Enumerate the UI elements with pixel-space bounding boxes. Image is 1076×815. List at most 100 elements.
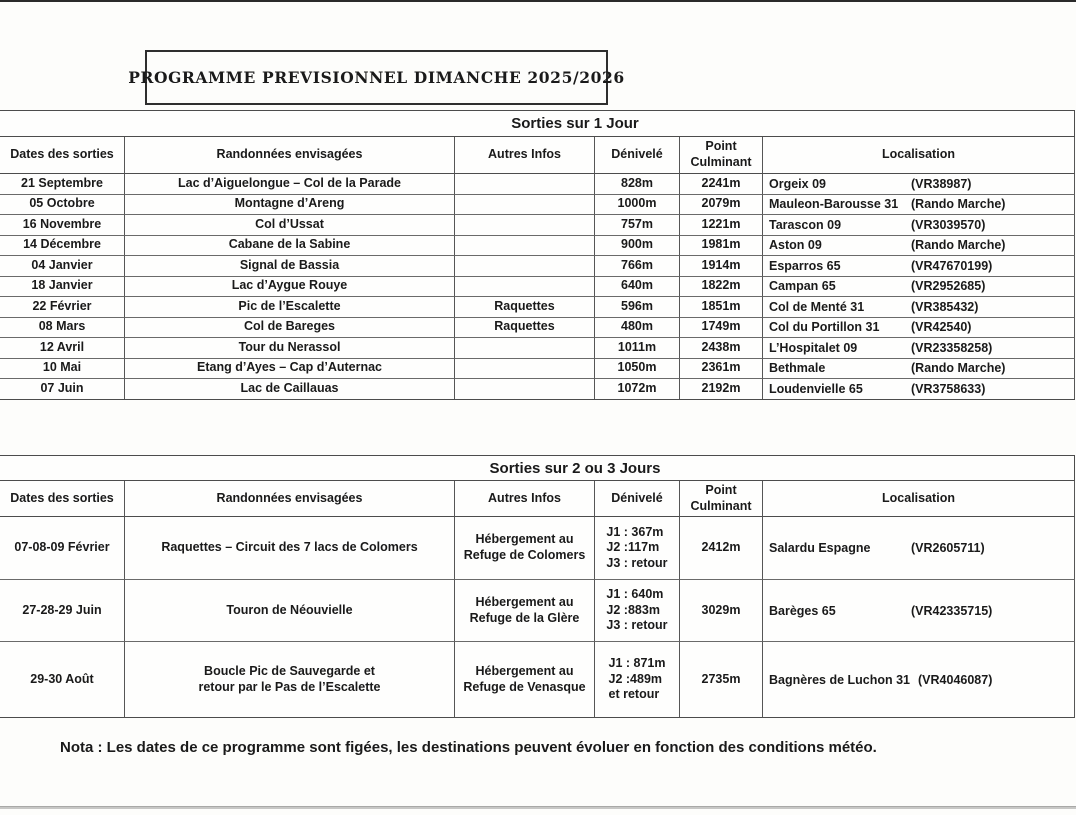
- table-row: 07-08-09 Février Raquettes – Circuit des…: [0, 517, 1075, 580]
- cell-code: (VR42335715): [911, 603, 993, 618]
- cell-localisation: Bagnères de Luchon 31 (VR4046087): [763, 642, 1075, 718]
- page-top-border: [0, 0, 1076, 2]
- cell-rando: Signal de Bassia: [125, 256, 455, 277]
- cell-point: 1221m: [680, 215, 763, 236]
- cell-date: 07-08-09 Février: [0, 517, 125, 580]
- cell-date: 04 Janvier: [0, 256, 125, 277]
- cell-date: 27-28-29 Juin: [0, 580, 125, 642]
- cell-infos: [455, 358, 595, 379]
- table-row: 22 Février Pic de l’Escalette Raquettes …: [0, 297, 1075, 318]
- cell-date: 14 Décembre: [0, 235, 125, 256]
- cell-infos: [455, 235, 595, 256]
- cell-code: (Rando Marche): [911, 197, 1006, 212]
- cell-localisation: Campan 65 (VR2952685): [763, 276, 1075, 297]
- col-header-localisation: Localisation: [763, 137, 1075, 174]
- cell-localisation: L’Hospitalet 09 (VR23358258): [763, 338, 1075, 359]
- cell-rando: Lac d’Aiguelongue – Col de la Parade: [125, 174, 455, 195]
- cell-denivele: 757m: [595, 215, 680, 236]
- table-row: 08 Mars Col de Bareges Raquettes 480m 17…: [0, 317, 1075, 338]
- cell-date: 08 Mars: [0, 317, 125, 338]
- cell-denivele: J1 : 640m J2 :883m J3 : retour: [595, 580, 680, 642]
- cell-denivele: 1072m: [595, 379, 680, 399]
- cell-date: 05 Octobre: [0, 194, 125, 215]
- cell-lieu: Bethmale: [769, 361, 826, 376]
- cell-point: 1851m: [680, 297, 763, 318]
- cell-date: 12 Avril: [0, 338, 125, 359]
- cell-code: (VR38987): [911, 176, 972, 191]
- col-header-dates: Dates des sorties: [0, 481, 125, 517]
- cell-localisation: Col de Menté 31 (VR385432): [763, 297, 1075, 318]
- cell-rando: Cabane de la Sabine: [125, 235, 455, 256]
- cell-localisation: Esparros 65 (VR47670199): [763, 256, 1075, 277]
- cell-lieu: Esparros 65: [769, 258, 841, 273]
- denivele-lines: J1 : 640m J2 :883m J3 : retour: [606, 587, 668, 633]
- table-row: 04 Janvier Signal de Bassia 766m 1914m E…: [0, 256, 1075, 277]
- cell-infos: [455, 215, 595, 236]
- cell-rando: Boucle Pic de Sauvegarde et retour par l…: [125, 642, 455, 718]
- cell-localisation: Mauleon-Barousse 31 (Rando Marche): [763, 194, 1075, 215]
- table-row: 12 Avril Tour du Nerassol 1011m 2438m L’…: [0, 338, 1075, 359]
- cell-lieu: Tarascon 09: [769, 217, 842, 232]
- cell-infos: Hébergement au Refuge de la Glère: [455, 580, 595, 642]
- cell-point: 2241m: [680, 174, 763, 195]
- col-header-randonnees: Randonnées envisagées: [125, 137, 455, 174]
- cell-date: 22 Février: [0, 297, 125, 318]
- cell-denivele: J1 : 871m J2 :489m et retour: [595, 642, 680, 718]
- cell-code: (Rando Marche): [911, 238, 1006, 253]
- cell-localisation: Tarascon 09 (VR3039570): [763, 215, 1075, 236]
- cell-date: 29-30 Août: [0, 642, 125, 718]
- cell-point: 1981m: [680, 235, 763, 256]
- cell-localisation: Salardu Espagne (VR2605711): [763, 517, 1075, 580]
- cell-point: 2412m: [680, 517, 763, 580]
- table-row: 10 Mai Etang d’Ayes – Cap d’Auternac 105…: [0, 358, 1075, 379]
- cell-infos: [455, 338, 595, 359]
- cell-localisation: Col du Portillon 31 (VR42540): [763, 317, 1075, 338]
- table-header-row: Dates des sorties Randonnées envisagées …: [0, 137, 1075, 174]
- cell-point: 2735m: [680, 642, 763, 718]
- section-title: Sorties sur 2 ou 3 Jours: [489, 459, 661, 477]
- program-title-box: PROGRAMME PREVISIONNEL DIMANCHE 2025/202…: [128, 50, 624, 105]
- cell-lieu: Salardu Espagne: [769, 541, 871, 555]
- cell-date: 21 Septembre: [0, 174, 125, 195]
- table-row: 14 Décembre Cabane de la Sabine 900m 198…: [0, 235, 1075, 256]
- cell-lieu: Campan 65: [769, 279, 836, 294]
- table-row: 21 Septembre Lac d’Aiguelongue – Col de …: [0, 174, 1075, 195]
- cell-infos: [455, 379, 595, 399]
- cell-lieu: Orgeix 09: [769, 176, 826, 191]
- cell-point: 1914m: [680, 256, 763, 277]
- cell-infos: [455, 194, 595, 215]
- cell-lieu: Col du Portillon 31: [769, 320, 880, 335]
- cell-lieu: Mauleon-Barousse 31: [769, 197, 899, 212]
- col-header-randonnees: Randonnées envisagées: [125, 481, 455, 517]
- cell-rando: Tour du Nerassol: [125, 338, 455, 359]
- col-header-denivele: Dénivelé: [595, 481, 680, 517]
- cell-infos: Raquettes: [455, 317, 595, 338]
- cell-rando: Lac de Caillauas: [125, 379, 455, 399]
- table-row: 07 Juin Lac de Caillauas 1072m 2192m Lou…: [0, 379, 1075, 400]
- col-header-point-culminant: Point Culminant: [680, 137, 763, 174]
- section-title: Sorties sur 1 Jour: [511, 115, 639, 132]
- cell-denivele: 596m: [595, 297, 680, 318]
- cell-rando: Etang d’Ayes – Cap d’Auternac: [125, 358, 455, 379]
- col-header-denivele: Dénivelé: [595, 137, 680, 174]
- cell-denivele: 480m: [595, 317, 680, 338]
- cell-date: 18 Janvier: [0, 276, 125, 297]
- cell-infos: [455, 276, 595, 297]
- cell-point: 2438m: [680, 338, 763, 359]
- cell-point: 2361m: [680, 358, 763, 379]
- section-title-row: Sorties sur 1 Jour: [0, 111, 1075, 137]
- cell-denivele: 1050m: [595, 358, 680, 379]
- cell-rando: Raquettes – Circuit des 7 lacs de Colome…: [125, 517, 455, 580]
- col-header-autres-infos: Autres Infos: [455, 481, 595, 517]
- cell-code: (VR2605711): [911, 541, 985, 555]
- col-header-autres-infos: Autres Infos: [455, 137, 595, 174]
- nota-text: Nota : Les dates de ce programme sont fi…: [60, 739, 877, 756]
- cell-code: (VR2952685): [911, 279, 986, 294]
- cell-rando: Touron de Néouvielle: [125, 580, 455, 642]
- table-row: 16 Novembre Col d’Ussat 757m 1221m Taras…: [0, 215, 1075, 236]
- cell-date: 10 Mai: [0, 358, 125, 379]
- cell-localisation: Barèges 65 (VR42335715): [763, 580, 1075, 642]
- cell-code: (VR3758633): [911, 381, 986, 396]
- cell-denivele: 1000m: [595, 194, 680, 215]
- cell-code: (VR42540): [911, 320, 972, 335]
